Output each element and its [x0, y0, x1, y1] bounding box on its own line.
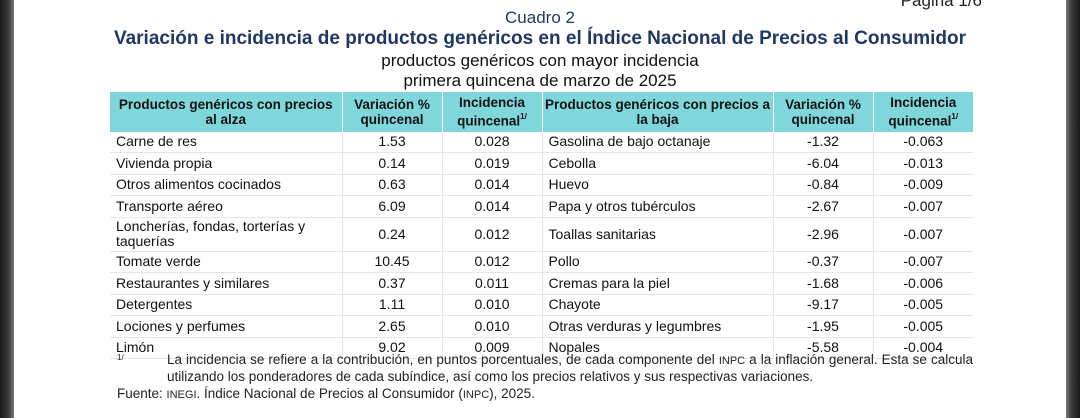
table-row: Restaurantes y similares 0.37 0.011 Cremas … — [110, 272, 973, 295]
cell-alza-incidencia: 0.014 — [442, 195, 543, 218]
cell-alza-incidencia: 0.028 — [442, 131, 543, 153]
cell-alza-product: Carne de res — [110, 131, 343, 153]
table-row: Transporte aéreo 6.09 0.014 Papa y otros tu… — [110, 195, 973, 218]
cell-alza-incidencia: 0.010 — [442, 294, 543, 316]
cell-alza-variacion: 1.53 — [342, 131, 443, 153]
footnote-ref: 1/ — [951, 112, 959, 121]
cell-baja-incidencia: -0.013 — [873, 152, 973, 175]
cell-baja-product: Otras verduras y legumbres — [542, 315, 774, 338]
cell-baja-variacion: -2.67 — [773, 195, 874, 218]
cell-baja-incidencia: -0.063 — [873, 131, 973, 153]
table-header-row: Productos genéricos con precios al alza … — [110, 92, 973, 132]
table-row: Detergentes 1.11 0.010 Chayote -9.17 -0.005 — [110, 294, 973, 316]
cell-alza-product: Transporte aéreo — [110, 195, 343, 218]
cell-baja-variacion: -5.58 — [773, 337, 874, 359]
cell-alza-product: Limón — [110, 337, 343, 359]
cell-alza-product: Restaurantes y similares — [110, 272, 343, 295]
header-baja-product: Productos genéricos con precios a la baj… — [542, 92, 774, 132]
cell-baja-variacion: -0.37 — [773, 251, 874, 273]
cell-baja-variacion: -1.68 — [773, 272, 874, 295]
cell-alza-product: Loncherías, fondas, torterías y taquería… — [110, 217, 343, 252]
cell-baja-product: Pollo — [542, 251, 774, 273]
cell-baja-incidencia: -0.005 — [873, 315, 973, 338]
cell-alza-variacion: 0.14 — [342, 152, 443, 175]
cell-alza-variacion: 10.45 — [342, 251, 443, 273]
table-title: Variación e incidencia de productos gené… — [113, 28, 967, 49]
table-row: Tomate verde 10.45 0.012 Pollo -0.37 -0.007 — [110, 251, 973, 273]
table-row: Otros alimentos cocinados 0.63 0.014 Huevo -… — [110, 174, 973, 196]
cell-baja-incidencia: -0.007 — [873, 195, 973, 218]
cell-baja-incidencia: -0.005 — [873, 294, 973, 316]
cell-alza-product: Tomate verde — [110, 251, 343, 273]
cell-alza-product: Detergentes — [110, 294, 343, 316]
header-alza-variacion: Variación % quincenal — [342, 92, 443, 132]
table-row: Carne de res 1.53 0.028 Gasolina de bajo oc… — [110, 131, 973, 153]
cell-baja-incidencia: -0.007 — [873, 251, 973, 273]
cell-alza-incidencia: 0.014 — [442, 174, 543, 196]
cell-baja-incidencia: -0.004 — [873, 337, 973, 359]
footnote-text: La incidencia se refiere a la contribuci… — [167, 352, 973, 384]
cell-baja-product: Cebolla — [542, 152, 774, 175]
cell-alza-incidencia: 0.011 — [442, 272, 543, 295]
incidence-table: Productos genéricos con precios al alza … — [110, 92, 973, 359]
cell-baja-incidencia: -0.006 — [873, 272, 973, 295]
cell-alza-variacion: 6.09 — [342, 195, 443, 218]
cell-alza-product: Otros alimentos cocinados — [110, 174, 343, 196]
left-screen-edge — [0, 0, 14, 418]
cell-baja-variacion: -9.17 — [773, 294, 874, 316]
header-baja-variacion: Variación % quincenal — [773, 92, 874, 132]
cell-baja-variacion: -1.95 — [773, 315, 874, 338]
table-subtitle: productos genéricos con mayor incidencia — [381, 51, 699, 70]
cell-baja-product: Chayote — [542, 294, 774, 316]
header-baja-incidencia: Incidencia quincenal1/ — [873, 92, 973, 132]
cell-alza-variacion: 2.65 — [342, 315, 443, 338]
header-alza-product: Productos genéricos con precios al alza — [110, 92, 343, 132]
table-period: primera quincena de marzo de 2025 — [403, 71, 677, 90]
header-alza-incidencia: Incidencia quincenal1/ — [442, 92, 543, 132]
cell-baja-variacion: -6.04 — [773, 152, 874, 175]
cell-alza-product: Vivienda propia — [110, 152, 343, 175]
table-row: Loncherías, fondas, torterías y taquería… — [110, 217, 973, 252]
right-screen-edge — [1066, 0, 1080, 418]
source-line: Fuente: INEGI. Índice Nacional de Precio… — [117, 386, 535, 401]
cell-baja-product: Cremas para la piel — [542, 272, 774, 295]
cell-alza-incidencia: 0.012 — [442, 217, 543, 252]
cell-alza-variacion: 0.63 — [342, 174, 443, 196]
footnote-ref: 1/ — [520, 112, 527, 121]
cell-alza-variacion: 1.11 — [342, 294, 443, 316]
cell-baja-variacion: -2.96 — [773, 217, 874, 252]
cell-alza-variacion: 0.37 — [342, 272, 443, 295]
table-row: Lociones y perfumes 2.65 0.010 Otras verdur… — [110, 315, 973, 338]
cell-alza-variacion: 9.02 — [342, 337, 443, 359]
cell-baja-incidencia: -0.009 — [873, 174, 973, 196]
table-row: Limón 9.02 0.009 Nopales -5.58 -0.004 — [110, 337, 973, 359]
cell-alza-incidencia: 0.019 — [442, 152, 543, 175]
cell-baja-product: Papa y otros tubérculos — [542, 195, 774, 218]
cell-alza-incidencia: 0.012 — [442, 251, 543, 273]
cuadro-label: Cuadro 2 — [505, 8, 575, 27]
cell-baja-variacion: -0.84 — [773, 174, 874, 196]
cell-baja-product: Gasolina de bajo octanaje — [542, 131, 774, 153]
cell-baja-incidencia: -0.007 — [873, 217, 973, 252]
cell-alza-variacion: 0.24 — [342, 217, 443, 252]
cell-baja-product: Toallas sanitarias — [542, 217, 774, 252]
page-number: Página 1/6 — [900, 0, 982, 10]
cell-alza-incidencia: 0.010 — [442, 315, 543, 338]
footnote-mark: 1/ — [117, 353, 124, 362]
cell-baja-product: Huevo — [542, 174, 774, 196]
table-row: Vivienda propia 0.14 0.019 Cebolla -6.04 -0.0… — [110, 152, 973, 175]
cell-baja-product: Nopales — [542, 337, 774, 359]
cell-alza-incidencia: 0.009 — [442, 337, 543, 359]
cell-alza-product: Lociones y perfumes — [110, 315, 343, 338]
cell-baja-variacion: -1.32 — [773, 131, 874, 153]
